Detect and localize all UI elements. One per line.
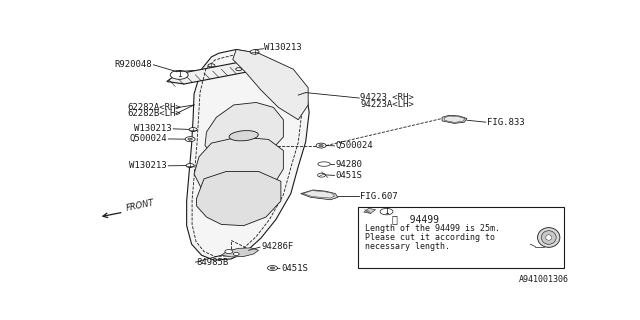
Circle shape bbox=[189, 128, 197, 132]
Circle shape bbox=[317, 173, 326, 177]
Text: 94280: 94280 bbox=[335, 160, 362, 169]
FancyBboxPatch shape bbox=[358, 207, 564, 268]
Text: 0451S: 0451S bbox=[335, 171, 362, 180]
Text: 1: 1 bbox=[384, 207, 389, 216]
Circle shape bbox=[268, 266, 277, 270]
Polygon shape bbox=[196, 172, 281, 226]
Text: ①  94499: ① 94499 bbox=[392, 215, 440, 225]
Text: 84985B: 84985B bbox=[196, 258, 229, 267]
Text: Length of the 94499 is 25m.: Length of the 94499 is 25m. bbox=[365, 224, 500, 233]
Circle shape bbox=[316, 143, 326, 148]
Polygon shape bbox=[194, 137, 284, 197]
Text: 1: 1 bbox=[177, 70, 182, 79]
Ellipse shape bbox=[229, 131, 259, 141]
Text: 62282A<RH>: 62282A<RH> bbox=[127, 103, 181, 112]
Polygon shape bbox=[187, 50, 309, 260]
Text: A941001306: A941001306 bbox=[518, 275, 568, 284]
Polygon shape bbox=[301, 190, 338, 200]
Polygon shape bbox=[221, 248, 259, 257]
Ellipse shape bbox=[538, 228, 560, 247]
Text: W130213: W130213 bbox=[134, 124, 172, 133]
Text: FIG.833: FIG.833 bbox=[486, 118, 524, 127]
Text: Please cut it according to: Please cut it according to bbox=[365, 233, 495, 242]
Polygon shape bbox=[445, 116, 465, 123]
Text: Q500024: Q500024 bbox=[129, 134, 167, 143]
Circle shape bbox=[233, 252, 239, 255]
Text: necessary length.: necessary length. bbox=[365, 242, 450, 251]
Circle shape bbox=[236, 68, 242, 71]
Circle shape bbox=[250, 50, 259, 54]
Polygon shape bbox=[442, 115, 467, 124]
Text: 94223 <RH>: 94223 <RH> bbox=[360, 93, 414, 102]
Polygon shape bbox=[303, 191, 335, 198]
Text: R920048: R920048 bbox=[115, 60, 152, 69]
Circle shape bbox=[188, 138, 193, 140]
Circle shape bbox=[225, 250, 233, 253]
Circle shape bbox=[208, 64, 215, 67]
Text: W130213: W130213 bbox=[129, 161, 167, 170]
Text: 62282B<LH>: 62282B<LH> bbox=[127, 109, 181, 118]
Circle shape bbox=[185, 137, 195, 142]
Polygon shape bbox=[167, 62, 256, 84]
Polygon shape bbox=[205, 102, 284, 160]
Polygon shape bbox=[364, 208, 376, 213]
Ellipse shape bbox=[546, 235, 552, 240]
Circle shape bbox=[270, 267, 275, 269]
Text: FIG.607: FIG.607 bbox=[360, 192, 398, 201]
Text: 0451S: 0451S bbox=[281, 264, 308, 273]
Text: W130213: W130213 bbox=[264, 43, 301, 52]
Text: FRONT: FRONT bbox=[125, 198, 156, 212]
Circle shape bbox=[186, 164, 194, 167]
Text: 94286F: 94286F bbox=[261, 242, 293, 251]
Circle shape bbox=[380, 208, 393, 215]
Text: 94223A<LH>: 94223A<LH> bbox=[360, 100, 414, 109]
Ellipse shape bbox=[541, 231, 556, 244]
Text: Q500024: Q500024 bbox=[335, 141, 373, 150]
Ellipse shape bbox=[318, 162, 330, 166]
Circle shape bbox=[170, 70, 188, 79]
Polygon shape bbox=[233, 50, 308, 120]
Circle shape bbox=[319, 144, 323, 147]
